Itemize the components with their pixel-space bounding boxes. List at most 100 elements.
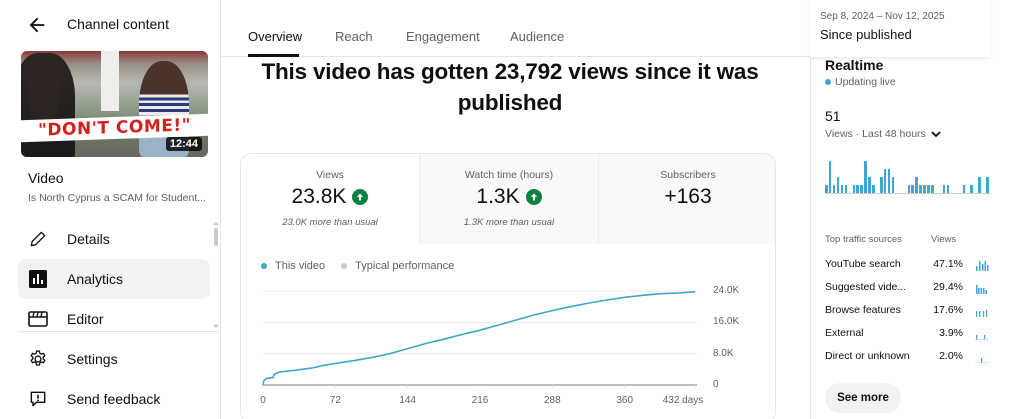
metric-value: 23.8K: [241, 185, 419, 209]
x-axis-tick: 0: [260, 395, 266, 406]
date-range-label: Since published: [820, 27, 912, 42]
metric-value-text: 1.3K: [476, 185, 520, 208]
traffic-source-pct: 3.9%: [939, 327, 963, 339]
video-title[interactable]: Is North Cyprus a SCAM for Student...: [28, 192, 206, 204]
realtime-bar-chart[interactable]: [825, 155, 995, 195]
scroll-thumb[interactable]: [214, 228, 218, 246]
realtime-title: Realtime: [825, 57, 884, 73]
realtime-axis: [825, 193, 990, 194]
sidebar-item-editor[interactable]: Editor: [18, 299, 210, 329]
metric-comparison: 23.0K more than usual: [282, 217, 378, 228]
legend-dot: [341, 263, 348, 269]
video-thumbnail[interactable]: "DON'T COME!" 12:44: [21, 51, 208, 157]
page-headline: This video has gotten 23,792 views since…: [261, 59, 759, 115]
realtime-bar: [880, 177, 883, 193]
traffic-source-row[interactable]: Direct or unknown 2.0%: [825, 350, 995, 368]
sidebar-item-details[interactable]: Details: [18, 219, 210, 259]
realtime-bar: [978, 177, 981, 193]
metric-watch-time[interactable]: Watch time (hours) 1.3K 1.3K more than u…: [419, 154, 598, 244]
sidebar-item-settings[interactable]: Settings: [18, 339, 210, 379]
realtime-bar: [970, 185, 973, 193]
realtime-bar: [844, 185, 848, 193]
metric-views[interactable]: Views 23.8K 23.0K more than usual: [241, 154, 419, 244]
traffic-source-row[interactable]: External 3.9%: [825, 327, 995, 345]
video-label: Video: [28, 170, 64, 186]
legend-label: Typical performance: [355, 260, 455, 272]
live-dot-icon: [825, 79, 831, 85]
metric-value-text: 23.8K: [291, 185, 347, 208]
realtime-bar: [864, 161, 867, 193]
tab-engagement[interactable]: Engagement: [406, 29, 480, 44]
metric-label: Watch time (hours): [464, 169, 554, 181]
views-line-chart[interactable]: 0 8.0K 16.0K 24.0K 0 72 144 216 288 360 432 days: [241, 279, 775, 419]
realtime-bar: [907, 185, 910, 193]
tab-reach[interactable]: Reach: [335, 29, 373, 44]
traffic-views-header: Views: [931, 234, 957, 245]
sidebar-item-label: Details: [67, 231, 110, 247]
realtime-bar: [883, 169, 887, 193]
y-axis-tick: 16.0K: [713, 316, 740, 328]
sidebar-item-send-feedback[interactable]: Send feedback: [18, 379, 210, 419]
traffic-source-pct: 47.1%: [933, 258, 963, 270]
traffic-source-pct: 17.6%: [933, 304, 963, 316]
realtime-bar: [915, 177, 918, 193]
traffic-source-name: YouTube search: [825, 258, 901, 270]
legend-typical-performance[interactable]: Typical performance: [341, 260, 454, 272]
traffic-source-row[interactable]: YouTube search 47.1%: [825, 258, 995, 276]
feedback-icon: [28, 389, 48, 409]
realtime-bar: [911, 185, 914, 193]
metric-value-text: +163: [664, 185, 712, 208]
tab-audience[interactable]: Audience: [510, 29, 565, 44]
sparkline-icon: [976, 310, 988, 317]
realtime-range-dropdown[interactable]: Views · Last 48 hours: [825, 128, 942, 140]
sidebar: Channel content "DON'T COME!" 12:44 Vide…: [0, 0, 221, 419]
sidebar-nav: Details Analytics Editor: [0, 219, 214, 329]
y-axis-tick: 24.0K: [713, 285, 740, 296]
arrow-left-icon: [29, 17, 45, 33]
realtime-bar: [887, 169, 891, 193]
legend-dot: [261, 263, 267, 269]
metric-subscribers[interactable]: Subscribers +163: [598, 154, 775, 244]
live-text: Updating live: [835, 76, 896, 88]
x-axis-tick: 288: [543, 395, 561, 406]
traffic-source-pct: 29.4%: [933, 281, 963, 293]
x-axis-tick: 144: [399, 395, 416, 406]
scroll-up-arrow[interactable]: [213, 222, 219, 225]
sidebar-item-label: Analytics: [67, 271, 124, 287]
traffic-source-row[interactable]: Suggested vide... 29.4%: [825, 281, 995, 299]
sparkline-icon: [975, 358, 989, 363]
sparkline-icon: [976, 285, 987, 294]
arrow-up-circle-icon: [352, 189, 369, 205]
y-axis-tick: 0: [713, 379, 719, 390]
traffic-source-row[interactable]: Browse features 17.6%: [825, 304, 995, 322]
sparkline-icon: [975, 335, 989, 340]
x-axis-tick: 216: [471, 395, 489, 406]
date-range-picker[interactable]: Sep 8, 2024 – Nov 12, 2025 Since publish…: [810, 0, 990, 57]
metric-tabs: Views 23.8K 23.0K more than usual Watch …: [241, 154, 775, 244]
sidebar-scrollbar[interactable]: [212, 222, 220, 328]
metric-label: Views: [316, 169, 344, 181]
sidebar-item-label: Send feedback: [67, 391, 161, 407]
sidebar-title: Channel content: [67, 16, 169, 32]
metric-comparison: 1.3K more than usual: [463, 217, 555, 228]
tab-overview[interactable]: Overview: [248, 29, 303, 44]
realtime-bar: [856, 185, 859, 193]
x-axis-tick: 72: [329, 395, 341, 406]
realtime-bar: [860, 185, 863, 193]
arrow-up-circle-icon: [525, 189, 542, 205]
sidebar-item-analytics[interactable]: Analytics: [18, 259, 210, 299]
scroll-down-arrow[interactable]: [213, 325, 219, 328]
back-button[interactable]: [26, 14, 48, 36]
chart-plot: [262, 290, 697, 388]
traffic-source-name: External: [825, 327, 864, 339]
realtime-bar: [931, 185, 934, 193]
realtime-bar: [832, 185, 836, 193]
realtime-range-label: Views · Last 48 hours: [825, 128, 926, 140]
realtime-bar: [927, 185, 930, 193]
realtime-bar: [825, 185, 828, 193]
x-axis-tick: 432 days: [662, 395, 704, 406]
legend-this-video[interactable]: This video: [261, 260, 325, 272]
see-more-button[interactable]: See more: [825, 383, 901, 413]
clapperboard-icon: [28, 309, 48, 329]
